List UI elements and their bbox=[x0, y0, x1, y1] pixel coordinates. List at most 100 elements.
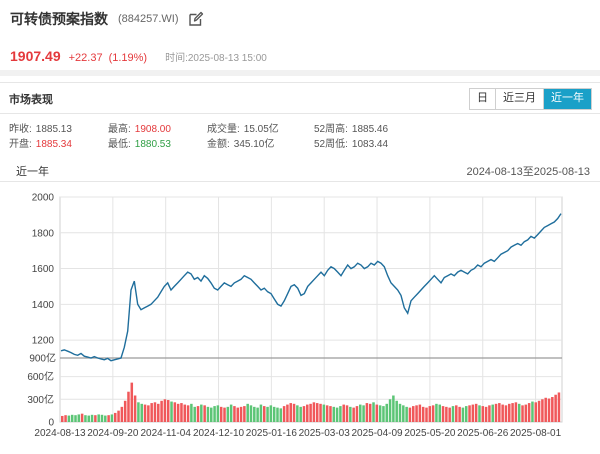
volume-bar bbox=[243, 406, 246, 422]
volume-bar bbox=[455, 405, 458, 422]
stat-value: 1083.44 bbox=[351, 139, 389, 150]
volume-bar bbox=[299, 406, 302, 422]
time-value: 2025-08-13 15:00 bbox=[187, 53, 267, 64]
volume-bar bbox=[80, 413, 84, 422]
volume-bar bbox=[289, 403, 292, 422]
volume-bar bbox=[70, 414, 74, 422]
volume-bar bbox=[527, 403, 531, 422]
vol-tick-label: 0 bbox=[48, 418, 54, 429]
volume-bar bbox=[216, 405, 220, 422]
volume-bar bbox=[67, 415, 71, 422]
volume-bar bbox=[481, 406, 485, 422]
current-price: 1907.49 bbox=[10, 48, 61, 64]
volume-bar bbox=[511, 403, 514, 422]
y-tick-label: 2000 bbox=[32, 193, 55, 204]
stat-value: 1908.00 bbox=[134, 124, 171, 135]
x-tick-label: 2025-01-16 bbox=[246, 428, 298, 439]
x-tick-label: 2025-04-09 bbox=[351, 428, 403, 439]
price-row: 1907.49 +22.37 (1.19%) 时间: 2025-08-13 15… bbox=[10, 48, 267, 64]
volume-bar bbox=[253, 406, 256, 422]
volume-bar bbox=[272, 406, 276, 422]
volume-bar bbox=[332, 406, 336, 422]
volume-bar bbox=[256, 407, 259, 422]
stat-value: 1880.53 bbox=[134, 139, 171, 150]
volume-bar bbox=[418, 404, 422, 422]
volume-bar bbox=[421, 406, 425, 422]
volume-bar bbox=[170, 401, 173, 422]
volume-bar bbox=[378, 405, 382, 422]
period-day-button[interactable]: 日 bbox=[470, 89, 496, 109]
volume-bar bbox=[342, 404, 345, 422]
volume-bar bbox=[163, 399, 167, 422]
volume-bar bbox=[349, 406, 352, 422]
volume-bar bbox=[229, 404, 233, 422]
volume-bar bbox=[94, 415, 97, 422]
price-change-pct: (1.19%) bbox=[108, 52, 148, 64]
y-tick-label: 1400 bbox=[32, 300, 55, 311]
volume-bar bbox=[435, 403, 438, 422]
volume-bar bbox=[335, 407, 339, 422]
market-performance-section: 市场表现 日 近三月 近一年 昨收: 1885.13 开盘: 1885.34 最高:… bbox=[0, 82, 600, 454]
volume-bar bbox=[239, 406, 243, 422]
stat-value: 1885.13 bbox=[35, 124, 72, 135]
volume-bar bbox=[544, 397, 547, 422]
volume-bar bbox=[173, 402, 177, 422]
volume-bar bbox=[352, 407, 355, 422]
volume-bar bbox=[438, 404, 441, 422]
volume-bar bbox=[461, 407, 465, 422]
volume-bar bbox=[365, 403, 369, 422]
volume-bar bbox=[488, 405, 491, 422]
edit-icon[interactable] bbox=[188, 11, 204, 27]
volume-bar bbox=[150, 403, 153, 422]
volume-bar bbox=[484, 406, 488, 422]
volume-bar bbox=[176, 403, 180, 422]
stat-value: 1885.34 bbox=[35, 139, 72, 150]
volume-bar bbox=[395, 400, 398, 422]
volume-bar bbox=[325, 405, 329, 422]
chart-frame bbox=[59, 196, 563, 423]
volume-bar bbox=[210, 407, 213, 422]
volume-bar bbox=[309, 403, 312, 422]
stat-52w-high: 52周高: 1885.46 bbox=[314, 120, 388, 135]
volume-bar bbox=[276, 407, 279, 422]
volume-bar bbox=[362, 405, 365, 422]
volume-bar bbox=[474, 403, 478, 422]
volume-bar bbox=[97, 414, 100, 422]
volume-bar bbox=[448, 407, 451, 422]
volume-bar bbox=[226, 406, 230, 422]
volume-bar bbox=[180, 403, 183, 422]
volume-bar bbox=[312, 402, 316, 422]
volume-bar bbox=[183, 404, 187, 422]
volume-bar bbox=[451, 406, 455, 422]
range-title: 近一年 bbox=[16, 166, 49, 178]
volume-bar bbox=[236, 407, 240, 422]
volume-bar bbox=[160, 400, 163, 422]
volume-bar bbox=[464, 406, 468, 422]
volume-bar bbox=[441, 406, 445, 422]
x-tick-label: 2025-06-26 bbox=[457, 428, 509, 439]
volume-bar bbox=[203, 405, 206, 422]
volume-bar bbox=[388, 399, 392, 422]
volume-bar bbox=[292, 403, 296, 422]
volume-bar bbox=[90, 414, 94, 422]
volume-bar bbox=[478, 405, 481, 422]
volume-bar bbox=[120, 406, 124, 422]
x-tick-label: 2025-03-03 bbox=[299, 428, 351, 439]
x-tick-label: 2024-09-20 bbox=[87, 428, 139, 439]
stat-label: 52周高: bbox=[314, 124, 348, 135]
volume-bar bbox=[415, 405, 418, 422]
period-1y-button[interactable]: 近一年 bbox=[544, 89, 591, 109]
volume-bar bbox=[359, 404, 362, 422]
x-tick-label: 2024-12-10 bbox=[193, 428, 245, 439]
volume-bar bbox=[468, 405, 471, 422]
stat-label: 开盘: bbox=[9, 139, 32, 150]
stat-52w-low: 52周低: 1083.44 bbox=[314, 135, 388, 150]
period-3m-button[interactable]: 近三月 bbox=[496, 89, 544, 109]
time-label: 时间: bbox=[165, 53, 188, 64]
volume-bar bbox=[508, 403, 511, 422]
volume-bar bbox=[541, 399, 544, 422]
volume-bar bbox=[246, 403, 249, 422]
volume-bar bbox=[306, 404, 309, 422]
volume-bar bbox=[157, 403, 160, 422]
